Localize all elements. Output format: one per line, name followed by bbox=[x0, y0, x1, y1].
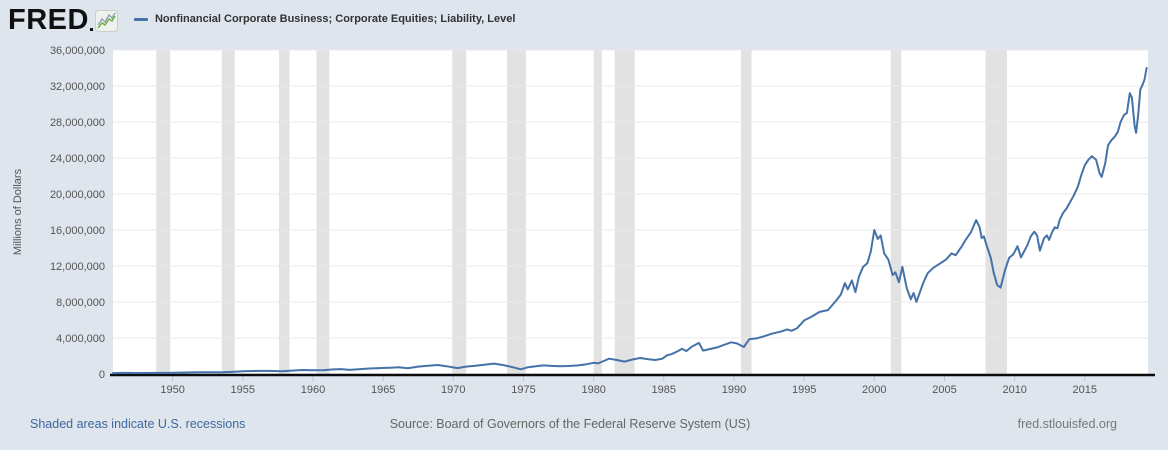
x-tick-label: 1995 bbox=[792, 384, 816, 396]
recession-band bbox=[316, 50, 330, 374]
x-tick-label: 1980 bbox=[581, 384, 605, 396]
y-tick-label: 28,000,000 bbox=[50, 117, 105, 129]
x-tick-label: 1965 bbox=[371, 384, 395, 396]
recession-band bbox=[507, 50, 526, 374]
recession-band bbox=[985, 50, 1007, 374]
x-tick-label: 2010 bbox=[1002, 384, 1026, 396]
fred-logo-chart-icon bbox=[94, 10, 118, 32]
source-text: Source: Board of Governors of the Federa… bbox=[389, 417, 751, 431]
x-tick-label: 1990 bbox=[722, 384, 746, 396]
fred-logo-text: FRED bbox=[8, 4, 89, 36]
y-tick-label: 32,000,000 bbox=[50, 81, 105, 93]
recession-band bbox=[156, 50, 171, 374]
x-tick-label: 1975 bbox=[511, 384, 535, 396]
x-tick-label: 1970 bbox=[441, 384, 465, 396]
recession-band bbox=[279, 50, 290, 374]
registered-mark-icon bbox=[89, 28, 93, 31]
x-tick-label: 1950 bbox=[160, 384, 184, 396]
fred-logo[interactable]: FRED bbox=[8, 4, 118, 36]
x-tick-label: 2000 bbox=[862, 384, 886, 396]
x-tick-label: 2005 bbox=[932, 384, 956, 396]
x-tick-label: 2015 bbox=[1073, 384, 1097, 396]
y-tick-label: 4,000,000 bbox=[56, 333, 105, 345]
chart-footer: Shaded areas indicate U.S. recessions So… bbox=[0, 417, 1168, 437]
x-tick-label: 1985 bbox=[652, 384, 676, 396]
legend-line-sample-icon bbox=[133, 17, 148, 21]
y-tick-label: 20,000,000 bbox=[50, 189, 105, 201]
recession-band bbox=[614, 50, 635, 374]
recession-band bbox=[452, 50, 467, 374]
site-link[interactable]: fred.stlouisfed.org bbox=[1017, 417, 1117, 431]
x-tick-label: 1960 bbox=[301, 384, 325, 396]
y-tick-label: 36,000,000 bbox=[50, 45, 105, 57]
series-legend: Nonfinancial Corporate Business; Corpora… bbox=[133, 13, 516, 25]
y-tick-label: 0 bbox=[99, 369, 105, 381]
y-tick-label: 8,000,000 bbox=[56, 297, 105, 309]
series-line bbox=[112, 67, 1148, 375]
y-tick-label: 24,000,000 bbox=[50, 153, 105, 165]
series-title: Nonfinancial Corporate Business; Corpora… bbox=[154, 13, 516, 25]
x-tick-label: 1955 bbox=[231, 384, 255, 396]
recession-band bbox=[593, 50, 602, 374]
recession-band bbox=[741, 50, 752, 374]
chart-header: FRED Nonfinancial Corporate Business; Co… bbox=[8, 5, 515, 35]
recession-note-link[interactable]: Shaded areas indicate U.S. recessions bbox=[30, 417, 246, 431]
recession-band bbox=[890, 50, 902, 374]
y-tick-label: 12,000,000 bbox=[50, 261, 105, 273]
y-tick-label: 16,000,000 bbox=[50, 225, 105, 237]
recession-band bbox=[221, 50, 235, 374]
